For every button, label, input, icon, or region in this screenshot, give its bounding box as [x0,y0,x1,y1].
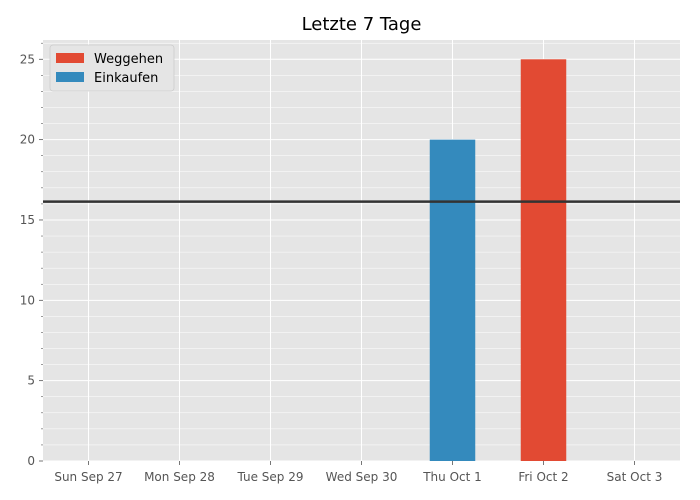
bars [429,59,567,462]
x-tick-label: Wed Sep 30 [326,470,398,484]
x-tick-label: Tue Sep 29 [236,470,303,484]
x-tick-label: Thu Oct 1 [422,470,482,484]
legend-label-weggehen: Weggehen [94,52,163,67]
y-tick-label: 5 [27,374,35,388]
legend: Weggehen Einkaufen [49,44,175,92]
bar-einkaufen-4 [429,139,476,461]
y-tick-label: 20 [20,133,35,147]
y-tick-label: 25 [20,52,35,66]
y-tick-label: 0 [27,454,35,468]
y-axis: 0 5 10 15 20 25 [20,42,43,468]
x-tick-label: Sat Oct 3 [607,470,663,484]
y-tick-label: 10 [20,293,35,307]
legend-swatch-weggehen [56,53,84,63]
legend-swatch-einkaufen [56,72,84,82]
y-tick-label: 15 [20,213,35,227]
chart-title: Letzte 7 Tage [302,14,422,35]
x-tick-label: Sun Sep 27 [54,470,122,484]
x-tick-label: Fri Oct 2 [518,470,568,484]
x-axis: Sun Sep 27 Mon Sep 28 Tue Sep 29 Wed Sep 30… [54,461,662,484]
x-tick-label: Mon Sep 28 [144,470,215,484]
legend-label-einkaufen: Einkaufen [94,71,158,86]
bar-weggehen-5 [520,59,567,462]
